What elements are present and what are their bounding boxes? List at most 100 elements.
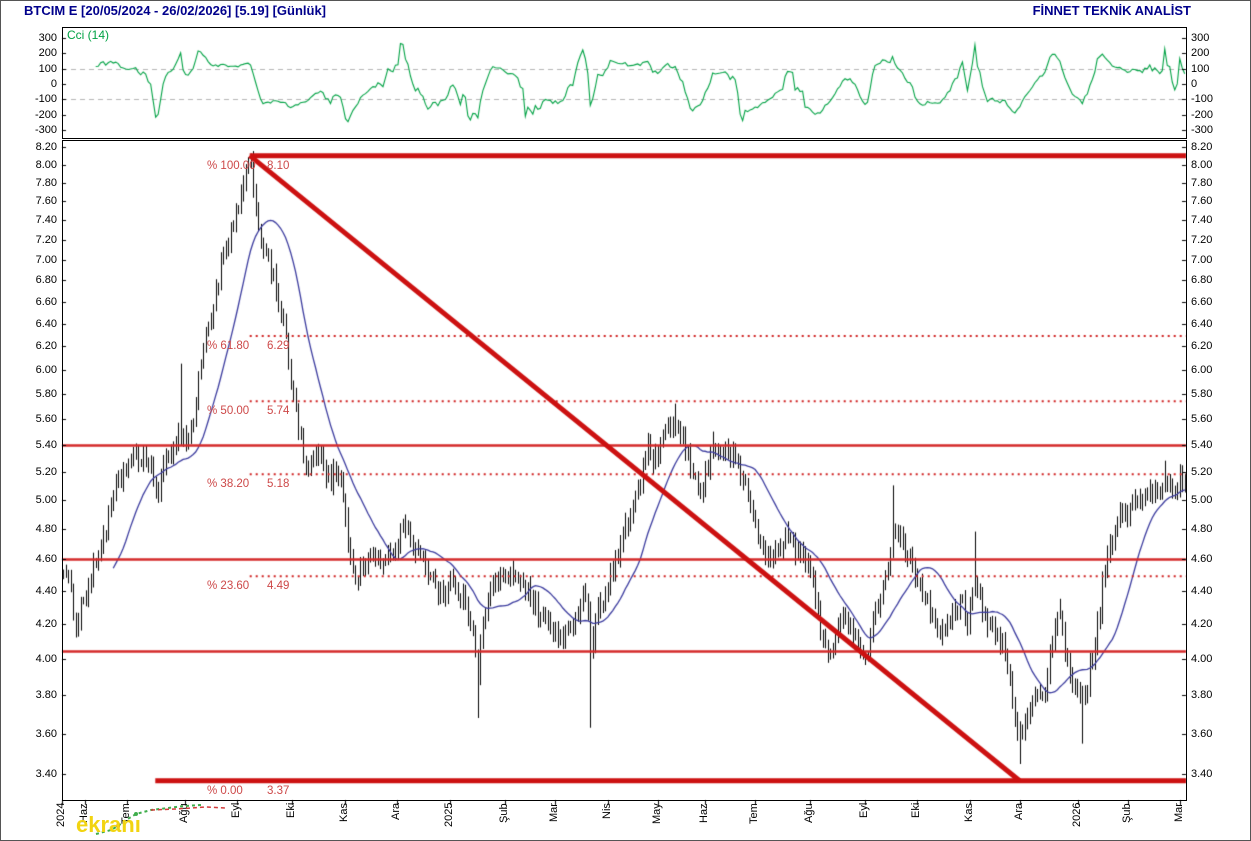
y-axis-tick-label: 5.80 (1191, 387, 1213, 400)
y-axis-tick-label: 4.40 (1191, 584, 1213, 597)
y-axis-tick-label: 7.00 (35, 253, 57, 266)
x-axis-month-label: Şub (1120, 803, 1133, 823)
y-axis-tick-label: 3.40 (1191, 768, 1213, 781)
y-axis-tick-label: 4.60 (35, 552, 57, 565)
y-axis-tick-label: 7.00 (1191, 253, 1213, 266)
x-axis-month-label: Ara (1012, 803, 1025, 821)
y-axis-tick-label: 4.80 (35, 522, 57, 535)
y-axis-tick-label: 5.60 (35, 412, 57, 425)
y-axis-tick-label: 5.00 (35, 493, 57, 506)
y-axis-tick-label: 8.00 (1191, 158, 1213, 171)
y-axis-tick-label: 6.20 (1191, 340, 1213, 353)
y-axis-tick-label: 4.20 (1191, 617, 1213, 630)
y-axis-tick-label: -100 (1191, 93, 1214, 106)
fib-level-label: % 38.20 5.18 (207, 478, 289, 490)
x-axis-month-label: Mar (1172, 803, 1185, 822)
y-axis-tick-label: 0 (50, 78, 57, 91)
fib-percent: % 100.00 (207, 159, 256, 172)
y-axis-tick-label: 3.40 (35, 768, 57, 781)
y-axis-tick-label: 7.80 (1191, 176, 1213, 189)
x-axis-month-label: Ağu (802, 803, 815, 823)
y-axis-tick-label: -200 (34, 108, 57, 121)
x-axis-month-label: Eyl (857, 803, 870, 819)
y-axis-tick-label: 6.40 (35, 317, 57, 330)
y-axis-tick-label: 7.60 (35, 195, 57, 208)
y-axis-tick-label: 4.80 (1191, 522, 1213, 535)
x-axis-month-label: Kas (337, 803, 350, 822)
y-axis-tick-label: 8.00 (35, 158, 57, 171)
y-axis-tick-label: 4.20 (35, 617, 57, 630)
fib-level-label: % 23.60 4.49 (207, 580, 289, 592)
y-axis-tick-label: 7.80 (35, 176, 57, 189)
y-axis-tick-label: -300 (34, 124, 57, 137)
y-axis-tick-label: 3.80 (35, 689, 57, 702)
x-axis-month-label: Şub (497, 803, 510, 823)
y-axis-tick-label: 5.20 (1191, 465, 1213, 478)
y-axis-tick-label: 100 (38, 62, 57, 75)
x-axis-month-label: Ağu (177, 803, 190, 823)
y-axis-tick-label: 7.20 (35, 233, 57, 246)
y-axis-tick-label: -200 (1191, 108, 1214, 121)
y-axis-tick-label: -300 (1191, 124, 1214, 137)
y-axis-tick-label: 5.40 (35, 438, 57, 451)
y-axis-tick-label: 6.80 (35, 274, 57, 287)
y-axis-tick-label: 4.00 (1191, 652, 1213, 665)
y-axis-tick-label: 4.40 (35, 584, 57, 597)
symbol-title: BTCIM E [20/05/2024 - 26/02/2026] [5.19]… (24, 3, 327, 18)
fib-percent: % 0.00 (207, 784, 243, 797)
y-axis-tick-label: 5.80 (35, 387, 57, 400)
fib-price: 5.74 (267, 405, 290, 418)
fib-level-label: % 0.00 3.37 (207, 785, 289, 797)
x-axis-month-label: 2026 (1070, 803, 1083, 828)
y-axis-tick-label: 6.80 (1191, 274, 1213, 287)
fib-price: 3.37 (267, 784, 290, 797)
x-axis-month-label: Mar (547, 803, 560, 822)
x-axis-month-label: May (650, 803, 663, 824)
x-axis-month-label: Tem (119, 803, 132, 824)
y-axis-tick-label: 6.60 (35, 295, 57, 308)
y-axis-tick-label: 7.40 (35, 214, 57, 227)
y-axis-tick-label: 3.80 (1191, 689, 1213, 702)
y-axis-tick-label: 300 (1191, 31, 1210, 44)
x-axis-month-label: Ara (389, 803, 402, 821)
fib-price: 5.18 (267, 478, 290, 491)
x-axis-month-label: Haz (697, 803, 710, 823)
y-axis-tick-label: 4.60 (1191, 552, 1213, 565)
y-axis-tick-label: 7.40 (1191, 214, 1213, 227)
fib-percent: % 61.80 (207, 339, 250, 352)
y-axis-tick-label: 5.20 (35, 465, 57, 478)
x-axis-month-label: Kas (962, 803, 975, 822)
y-axis-tick-label: 200 (1191, 47, 1210, 60)
fib-level-label: % 50.00 5.74 (207, 405, 289, 417)
y-axis-tick-label: 200 (38, 47, 57, 60)
x-axis-month-label: Nis (600, 803, 613, 819)
fib-price: 8.10 (267, 159, 290, 172)
y-axis-tick-label: 4.00 (35, 652, 57, 665)
y-axis-tick-label: 8.20 (1191, 140, 1213, 153)
fib-percent: % 38.20 (207, 478, 250, 491)
x-axis-month-label: Haz (77, 803, 90, 823)
x-axis-month-label: Tem (747, 803, 760, 824)
y-axis-tick-label: 5.00 (1191, 493, 1213, 506)
x-axis-month-label: Eyl (229, 803, 242, 819)
y-axis-tick-label: -100 (34, 93, 57, 106)
y-axis-tick-label: 6.00 (35, 363, 57, 376)
y-axis-tick-label: 6.20 (35, 340, 57, 353)
fib-price: 6.29 (267, 339, 290, 352)
y-axis-tick-label: 3.60 (1191, 727, 1213, 740)
x-axis-month-label: Eki (909, 803, 922, 819)
y-axis-tick-label: 6.60 (1191, 295, 1213, 308)
fib-percent: % 23.60 (207, 580, 250, 593)
y-axis-tick-label: 300 (38, 31, 57, 44)
y-axis-tick-label: 6.00 (1191, 363, 1213, 376)
x-axis-month-label: 2024 (54, 803, 67, 828)
cci-legend-label: Cci (14) (67, 28, 110, 42)
y-axis-tick-label: 100 (1191, 62, 1210, 75)
fib-percent: % 50.00 (207, 405, 250, 418)
y-axis-tick-label: 0 (1191, 78, 1198, 91)
fib-price: 4.49 (267, 580, 290, 593)
y-axis-tick-label: 3.60 (35, 727, 57, 740)
fib-level-label: % 61.80 6.29 (207, 340, 289, 352)
